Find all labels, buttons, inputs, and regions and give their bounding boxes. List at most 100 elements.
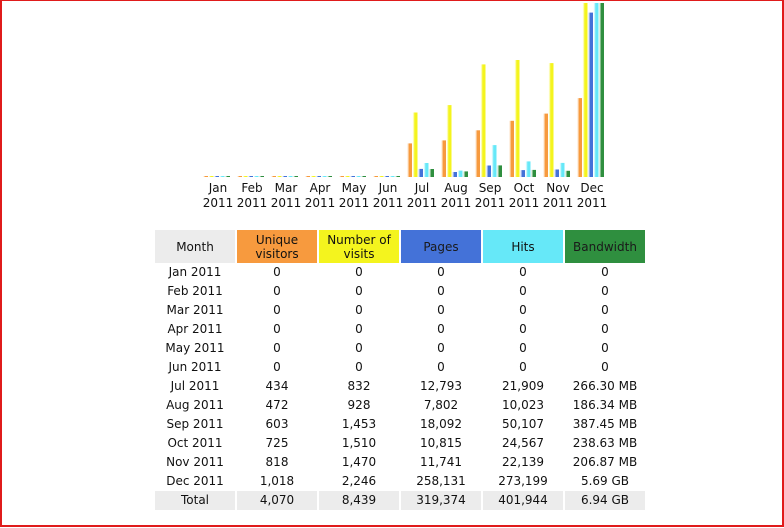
bar-hits-aug xyxy=(457,170,463,177)
cell-bandwidth: 266.30 MB xyxy=(572,379,638,393)
bar-unique-jan xyxy=(203,176,208,177)
cell-visits: 0 xyxy=(355,341,363,355)
cell-pages: 0 xyxy=(437,284,445,298)
cell-visits: 0 xyxy=(355,284,363,298)
chart-bars xyxy=(203,3,604,177)
x-tick-label: May 2011 xyxy=(337,181,371,211)
cell-month: Oct 2011 xyxy=(167,436,223,450)
cell-visits: 1,470 xyxy=(341,455,377,469)
cell-visits: 1,453 xyxy=(341,417,377,431)
x-tick-month: Nov xyxy=(546,181,570,195)
table-total-row: Total 4,070 8,439 319,374 401,944 6.94 GB xyxy=(155,491,645,510)
cell-hits: 10,023 xyxy=(502,398,544,412)
x-tick-label: Oct 2011 xyxy=(507,181,541,211)
cell-bandwidth: 186.34 MB xyxy=(572,398,638,412)
x-tick-label: Nov 2011 xyxy=(541,181,575,211)
cell-unique: 0 xyxy=(273,360,281,374)
bar-hits-jan xyxy=(219,176,225,177)
bar-hits-jun xyxy=(389,176,395,177)
bar-visits-oct xyxy=(514,60,520,177)
bar-bandwidth-apr xyxy=(327,176,332,177)
bar-bandwidth-may xyxy=(361,176,366,177)
x-tick-year: 2011 xyxy=(304,196,336,210)
cell-hits: 0 xyxy=(519,360,527,374)
cell-pages: 0 xyxy=(437,360,445,374)
cell-pages: 0 xyxy=(437,303,445,317)
bar-visits-may xyxy=(344,176,350,177)
cell-pages: 12,793 xyxy=(420,379,462,393)
cell-visits: 2,246 xyxy=(341,474,377,488)
bar-pages-apr xyxy=(316,176,321,177)
bar-hits-mar xyxy=(287,176,293,177)
cell-month: Dec 2011 xyxy=(166,474,224,488)
table-row: Oct 2011 725 1,510 10,815 24,567 238.63 MB xyxy=(155,434,645,453)
cell-hits: 0 xyxy=(519,322,527,336)
cell-visits: 0 xyxy=(355,303,363,317)
cell-hits: 21,909 xyxy=(502,379,544,393)
bar-pages-dec xyxy=(588,12,593,177)
x-tick-label: Sep 2011 xyxy=(473,181,507,211)
table-header-row: Month Unique visitors Number of visits P… xyxy=(155,230,645,263)
cell-month: Jun 2011 xyxy=(168,360,222,374)
cell-bandwidth: 238.63 MB xyxy=(572,436,638,450)
cell-visits: 0 xyxy=(355,265,363,279)
table-row: May 2011 0 0 0 0 0 xyxy=(155,339,645,358)
x-tick-month: Jan xyxy=(208,181,228,195)
bar-unique-jun xyxy=(373,176,378,177)
cell-month: Aug 2011 xyxy=(166,398,224,412)
cell-pages: 10,815 xyxy=(420,436,462,450)
bar-pages-mar xyxy=(282,176,287,177)
x-tick-year: 2011 xyxy=(338,196,370,210)
x-tick-month: Apr xyxy=(309,181,331,195)
bar-bandwidth-jun xyxy=(395,176,400,177)
cell-pages: 11,741 xyxy=(420,455,462,469)
x-tick-year: 2011 xyxy=(576,196,608,210)
x-tick-month: Mar xyxy=(274,181,298,195)
x-tick-year: 2011 xyxy=(406,196,438,210)
x-tick-month: Jul xyxy=(414,181,430,195)
cell-hits: 24,567 xyxy=(502,436,544,450)
table-row: Aug 2011 472 928 7,802 10,023 186.34 MB xyxy=(155,396,645,415)
total-visits: 8,439 xyxy=(319,491,399,510)
bar-visits-jun xyxy=(378,176,384,177)
cell-month: May 2011 xyxy=(165,341,225,355)
table-row: Apr 2011 0 0 0 0 0 xyxy=(155,320,645,339)
bar-pages-feb xyxy=(248,176,253,177)
cell-month: Jan 2011 xyxy=(168,265,222,279)
cell-bandwidth: 0 xyxy=(601,322,609,336)
x-tick-year: 2011 xyxy=(270,196,302,210)
x-tick-month: Feb xyxy=(241,181,263,195)
cell-hits: 0 xyxy=(519,341,527,355)
cell-bandwidth: 0 xyxy=(601,284,609,298)
cell-month: Feb 2011 xyxy=(167,284,223,298)
bar-unique-may xyxy=(339,176,344,177)
bar-unique-mar xyxy=(271,176,276,177)
x-tick-year: 2011 xyxy=(542,196,574,210)
cell-bandwidth: 387.45 MB xyxy=(572,417,638,431)
bar-bandwidth-jul xyxy=(429,169,434,177)
x-tick-month: Sep xyxy=(478,181,502,195)
x-tick-month: May xyxy=(341,181,367,195)
x-tick-month: Dec xyxy=(580,181,604,195)
bar-hits-sep xyxy=(491,145,497,177)
x-tick-year: 2011 xyxy=(440,196,472,210)
bar-bandwidth-feb xyxy=(259,176,264,177)
cell-bandwidth: 0 xyxy=(601,265,609,279)
cell-hits: 273,199 xyxy=(498,474,548,488)
bar-visits-jul xyxy=(412,112,418,177)
cell-pages: 18,092 xyxy=(420,417,462,431)
bar-hits-feb xyxy=(253,176,259,177)
cell-hits: 22,139 xyxy=(502,455,544,469)
table-row: Jul 2011 434 832 12,793 21,909 266.30 MB xyxy=(155,377,645,396)
cell-bandwidth: 5.69 GB xyxy=(580,474,630,488)
cell-bandwidth: 0 xyxy=(601,303,609,317)
x-tick-month: Oct xyxy=(513,181,535,195)
monthly-stats-table: Month Unique visitors Number of visits P… xyxy=(153,230,647,510)
bar-pages-aug xyxy=(452,172,457,177)
bar-pages-jul xyxy=(418,168,423,177)
bar-bandwidth-dec xyxy=(599,3,604,177)
x-tick-year: 2011 xyxy=(474,196,506,210)
cell-month: Nov 2011 xyxy=(166,455,224,469)
header-bandwidth: Bandwidth xyxy=(565,230,645,263)
x-tick-year: 2011 xyxy=(508,196,540,210)
